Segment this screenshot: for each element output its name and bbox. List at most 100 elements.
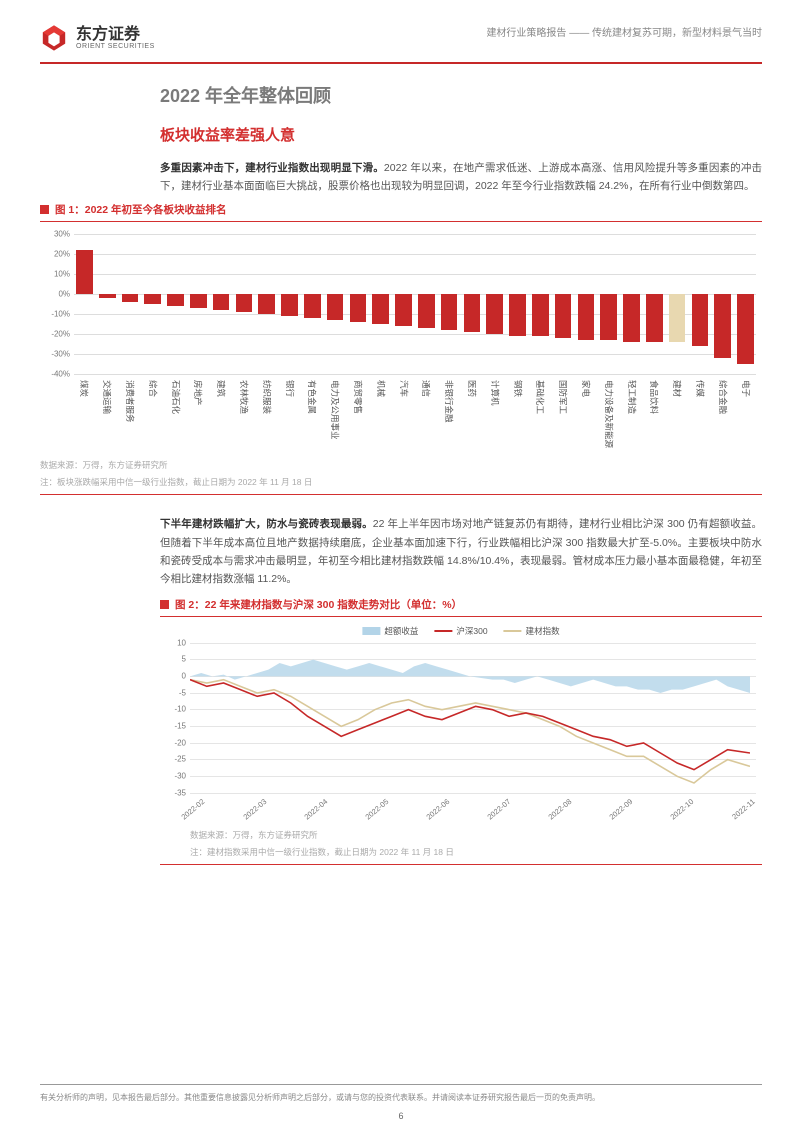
x-axis-label: 钢铁	[512, 380, 524, 397]
fig2-title: 图 2：22 年来建材指数与沪深 300 指数走势对比（单位：%）	[175, 597, 462, 612]
fig1-note: 注：板块涨跌幅采用中信一级行业指数，截止日期为 2022 年 11 月 18 日	[40, 476, 762, 489]
bar-column: 汽车	[393, 234, 414, 374]
x-axis-label: 2022-04	[302, 797, 329, 822]
bar-column: 基础化工	[530, 234, 551, 374]
x-axis-label: 电子	[740, 380, 752, 397]
y-axis-label: -35	[162, 788, 186, 797]
y-axis-label: 5	[162, 655, 186, 664]
legend-label: 超额收益	[384, 625, 418, 637]
bar	[714, 294, 731, 358]
y-axis-label: -20	[162, 738, 186, 747]
bar-column: 消费者服务	[120, 234, 141, 374]
bar	[464, 294, 481, 332]
x-axis-label: 综合	[147, 380, 159, 397]
fig2-note: 注：建材指数采用中信一级行业指数，截止日期为 2022 年 11 月 18 日	[160, 846, 762, 859]
bar-column: 煤炭	[74, 234, 95, 374]
bar-column: 建材	[667, 234, 688, 374]
x-axis-label: 医药	[466, 380, 478, 397]
legend-label: 沪深300	[456, 625, 487, 637]
fig2-source: 数据来源：万得，东方证券研究所	[160, 829, 762, 842]
legend-item: 沪深300	[434, 625, 487, 637]
x-axis-label: 2022-02	[180, 797, 207, 822]
bar-column: 国防军工	[553, 234, 574, 374]
bar-column: 通信	[416, 234, 437, 374]
y-axis-label: -20%	[42, 329, 70, 338]
fig1-bottom-rule	[40, 494, 762, 495]
bar	[304, 294, 321, 318]
excess-return-area	[190, 659, 750, 692]
bar-column: 综合	[142, 234, 163, 374]
bar	[350, 294, 367, 322]
header-subtitle: 建材行业策略报告 —— 传统建材复苏可期，新型材料景气当时	[486, 24, 762, 39]
x-axis-label: 非银行金融	[443, 380, 455, 423]
bar-column: 银行	[279, 234, 300, 374]
legend-item: 建材指数	[504, 625, 560, 637]
bar-column: 机械	[370, 234, 391, 374]
bar	[258, 294, 275, 314]
gridline	[190, 793, 756, 794]
bar	[236, 294, 253, 312]
x-axis-label: 消费者服务	[124, 380, 136, 423]
x-axis-label: 2022-11	[730, 797, 756, 821]
y-axis-label: -30	[162, 772, 186, 781]
paragraph-2: 下半年建材跌幅扩大，防水与瓷砖表现最弱。22 年上半年因市场对地产链复苏仍有期待…	[160, 515, 762, 589]
bar	[441, 294, 458, 330]
legend-swatch	[504, 630, 522, 632]
x-axis-label: 交通运输	[101, 380, 113, 414]
bar	[395, 294, 412, 326]
bar	[646, 294, 663, 342]
bar	[122, 294, 139, 302]
x-axis-label: 汽车	[398, 380, 410, 397]
bar	[737, 294, 754, 364]
bar	[486, 294, 503, 334]
x-axis-label: 2022-07	[485, 797, 512, 822]
x-axis-label: 2022-09	[608, 797, 635, 822]
bar-column: 计算机	[484, 234, 505, 374]
bar	[327, 294, 344, 320]
bar	[555, 294, 572, 338]
x-axis-label: 2022-06	[424, 797, 451, 822]
bar-column: 房地产	[188, 234, 209, 374]
bar-column: 钢铁	[507, 234, 528, 374]
x-axis-label: 石油石化	[170, 380, 182, 414]
fig1-top-rule	[40, 221, 762, 222]
bar-column: 纺织服装	[256, 234, 277, 374]
y-axis-label: 20%	[42, 249, 70, 258]
fig1-title: 图 1：2022 年初至今各板块收益排名	[55, 202, 227, 217]
x-axis-label: 商贸零售	[352, 380, 364, 414]
fig2-legend: 超额收益 沪深300 建材指数	[362, 625, 559, 637]
y-axis-label: 0	[162, 672, 186, 681]
x-axis-label: 电力及公用事业	[329, 380, 341, 440]
line-chart-svg	[190, 643, 750, 793]
footer-rule	[40, 1084, 762, 1085]
y-axis-label: -25	[162, 755, 186, 764]
para1-lead: 多重因素冲击下，建材行业指数出现明显下滑。	[160, 162, 384, 174]
y-axis-label: -10	[162, 705, 186, 714]
bar	[144, 294, 161, 304]
footer-disclaimer: 有关分析师的声明，见本报告最后部分。其他重要信息披露见分析师声明之后部分，或请与…	[40, 1092, 762, 1103]
x-axis-label: 建材	[671, 380, 683, 397]
y-axis-label: -10%	[42, 309, 70, 318]
bar	[99, 294, 116, 298]
y-axis-label: -30%	[42, 349, 70, 358]
legend-swatch	[434, 630, 452, 632]
x-axis-label: 机械	[375, 380, 387, 397]
building-materials-line	[190, 679, 750, 782]
bar-column: 有色金属	[302, 234, 323, 374]
bar-column: 食品饮料	[644, 234, 665, 374]
bar	[167, 294, 184, 306]
x-axis-label: 纺织服装	[261, 380, 273, 414]
fig1-chart: 30%20%10%0%-10%-20%-30%-40% 煤炭交通运输消费者服务综…	[40, 230, 762, 455]
bar	[372, 294, 389, 324]
x-axis-label: 轻工制造	[626, 380, 638, 414]
fig2-bottom-rule	[160, 864, 762, 865]
fig2-chart: 超额收益沪深300建材指数 1050-5-10-15-20-25-30-3520…	[160, 625, 762, 825]
bar-column: 传媒	[690, 234, 711, 374]
bar-column: 交通运输	[97, 234, 118, 374]
x-axis-label: 房地产	[192, 380, 204, 406]
y-axis-label: 0%	[42, 289, 70, 298]
x-axis-label: 计算机	[489, 380, 501, 406]
x-axis-label: 建筑	[215, 380, 227, 397]
bar-column: 商贸零售	[348, 234, 369, 374]
brand-name-cn: 东方证券	[76, 26, 155, 44]
